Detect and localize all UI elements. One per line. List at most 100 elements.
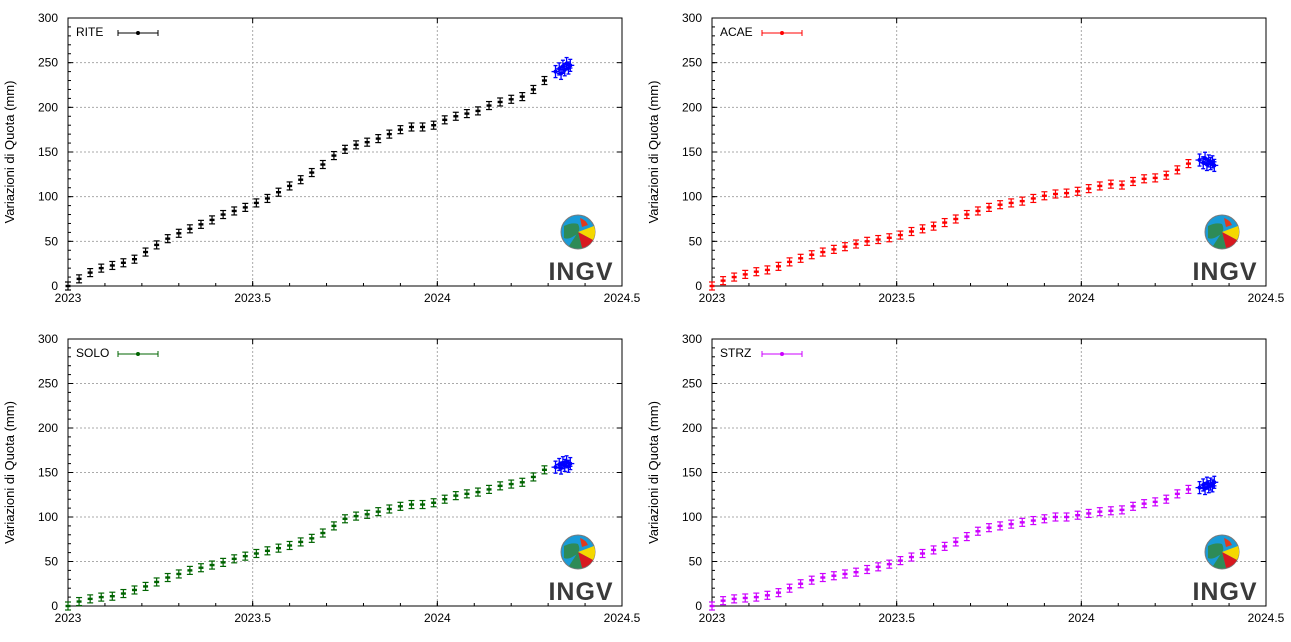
data-point bbox=[886, 559, 893, 569]
point-marker bbox=[530, 88, 536, 91]
data-point bbox=[797, 253, 804, 263]
point-marker bbox=[709, 604, 715, 608]
y-tick-label: 50 bbox=[689, 555, 703, 569]
point-marker bbox=[831, 248, 837, 251]
point-marker bbox=[309, 171, 315, 174]
point-marker bbox=[1163, 498, 1169, 501]
y-tick-label: 100 bbox=[38, 510, 58, 524]
point-marker bbox=[1097, 510, 1103, 513]
data-point bbox=[1118, 505, 1125, 515]
data-point bbox=[164, 572, 171, 583]
point-marker bbox=[842, 245, 848, 248]
data-point bbox=[819, 572, 826, 583]
x-tick-label: 2023.5 bbox=[234, 611, 271, 625]
recent-data-point bbox=[1195, 153, 1204, 167]
recent-data-point bbox=[1208, 479, 1217, 493]
point-marker bbox=[431, 501, 437, 504]
data-point bbox=[930, 545, 937, 555]
globe-wedge-green bbox=[569, 232, 582, 249]
point-marker bbox=[753, 595, 759, 599]
y-tick-label: 0 bbox=[51, 279, 58, 293]
data-point bbox=[430, 120, 437, 130]
data-point bbox=[864, 236, 871, 246]
logo-text: INGV bbox=[1192, 258, 1257, 286]
point-marker bbox=[798, 257, 804, 260]
point-marker bbox=[287, 184, 293, 188]
data-point bbox=[186, 565, 193, 576]
x-tick-label: 2024 bbox=[1068, 291, 1095, 305]
point-marker bbox=[353, 514, 359, 518]
y-tick-label: 50 bbox=[689, 234, 703, 248]
globe-wedge-yellow bbox=[578, 546, 596, 560]
point-marker bbox=[731, 275, 737, 279]
point-marker bbox=[486, 488, 492, 491]
globe-wedge-green bbox=[569, 552, 582, 569]
data-point bbox=[1141, 499, 1148, 509]
globe-wedge-top bbox=[580, 538, 588, 547]
point-marker bbox=[1030, 519, 1036, 522]
globe-wedge-red bbox=[1222, 552, 1237, 568]
point-marker bbox=[209, 563, 215, 567]
point-marker bbox=[975, 209, 981, 213]
point-marker bbox=[809, 253, 815, 256]
point-marker bbox=[198, 566, 204, 569]
point-marker bbox=[853, 570, 859, 574]
y-tick-label: 250 bbox=[682, 56, 702, 70]
globe-wedge-top bbox=[1224, 538, 1232, 547]
point-marker bbox=[1210, 483, 1215, 488]
point-marker bbox=[1019, 521, 1025, 524]
data-point bbox=[253, 548, 260, 559]
data-point bbox=[486, 100, 493, 111]
y-tick-label: 300 bbox=[682, 11, 702, 25]
data-point bbox=[386, 504, 393, 514]
point-marker bbox=[820, 576, 826, 579]
y-tick-label: 250 bbox=[38, 56, 58, 70]
data-point bbox=[220, 209, 227, 220]
data-point bbox=[1152, 173, 1159, 183]
point-marker bbox=[497, 100, 503, 104]
point-marker bbox=[964, 213, 970, 216]
point-marker bbox=[1108, 182, 1114, 186]
legend-marker bbox=[780, 352, 784, 356]
data-point bbox=[419, 499, 426, 510]
point-marker bbox=[331, 154, 337, 157]
data-point bbox=[830, 244, 837, 254]
data-point bbox=[853, 239, 860, 249]
data-point bbox=[486, 484, 493, 495]
data-point bbox=[941, 541, 948, 551]
point-marker bbox=[787, 587, 793, 590]
point-marker bbox=[986, 206, 992, 209]
data-point bbox=[974, 526, 981, 536]
point-marker bbox=[720, 279, 726, 282]
data-point bbox=[131, 254, 138, 264]
chart-panel-strz: 2023 2023.5 2024 2024.5 0 50 100 150 200 250 300 Va… bbox=[646, 332, 1285, 625]
legend-label: STRZ bbox=[720, 346, 751, 360]
point-marker bbox=[331, 524, 337, 528]
point-marker bbox=[1086, 512, 1092, 515]
data-point bbox=[242, 202, 249, 212]
data-point bbox=[397, 501, 404, 511]
data-point bbox=[231, 554, 238, 564]
point-marker bbox=[1041, 517, 1047, 520]
data-point bbox=[408, 122, 415, 132]
data-point bbox=[375, 507, 382, 517]
data-point bbox=[65, 281, 71, 291]
plot-frame bbox=[711, 17, 1267, 287]
y-axis-label: Variazioni di Quota (mm) bbox=[646, 81, 661, 224]
data-point bbox=[65, 601, 71, 611]
data-point bbox=[997, 521, 1004, 531]
data-point bbox=[463, 108, 470, 119]
recent-data-point bbox=[551, 460, 560, 474]
data-point bbox=[1141, 174, 1148, 184]
point-marker bbox=[187, 227, 193, 231]
point-marker bbox=[1130, 180, 1136, 183]
point-marker bbox=[264, 197, 270, 200]
point-marker bbox=[1119, 183, 1125, 187]
data-point bbox=[164, 234, 171, 244]
ingv-logo: INGV bbox=[548, 534, 613, 606]
data-point bbox=[808, 575, 815, 585]
y-tick-label: 300 bbox=[38, 11, 58, 25]
point-marker bbox=[397, 505, 403, 508]
point-marker bbox=[720, 599, 726, 602]
globe-land bbox=[1208, 223, 1224, 239]
